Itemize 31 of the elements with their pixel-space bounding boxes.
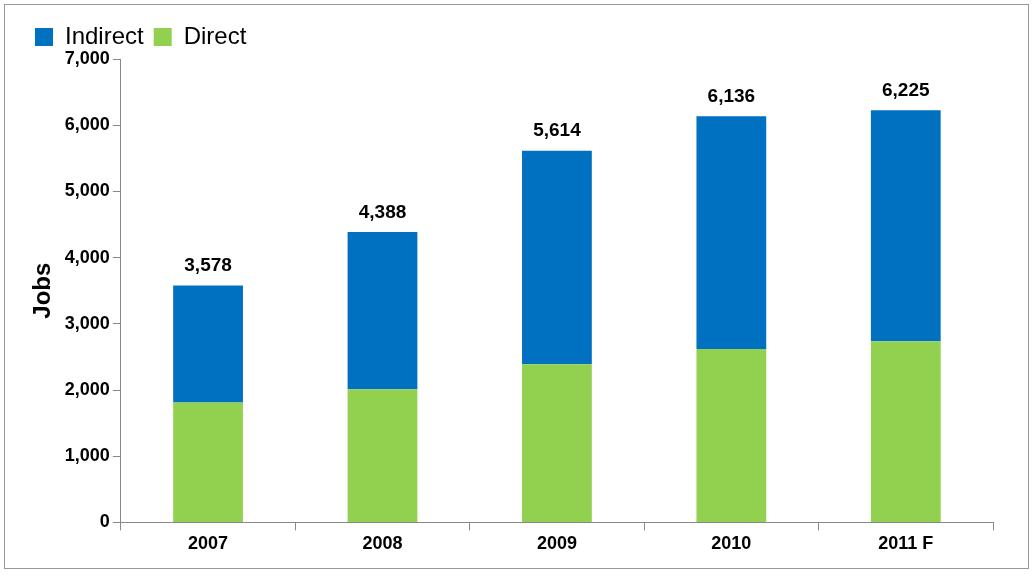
x-tick-label: 2007	[188, 533, 229, 554]
total-label: 3,578	[184, 254, 232, 276]
y-tick-label: 2,000	[64, 378, 110, 399]
x-tick-label: 2009	[536, 533, 577, 554]
bar	[870, 110, 941, 342]
y-tick-label: 6,000	[64, 114, 110, 135]
bar	[522, 150, 592, 365]
x-tick-label: 2008	[362, 533, 403, 554]
y-tick-label: 1,000	[64, 445, 110, 466]
y-axis-title: Jobs	[28, 262, 56, 319]
x-tick-label: 2010	[711, 533, 752, 554]
total-label: 6,136	[707, 84, 756, 106]
bar	[870, 341, 941, 522]
bar	[347, 389, 418, 522]
y-tick-label: 3,000	[64, 312, 110, 333]
legend-label: Indirect	[65, 21, 145, 49]
legend-label: Direct	[183, 21, 247, 49]
y-tick-label: 4,000	[64, 246, 110, 267]
bar	[347, 231, 418, 390]
total-label: 4,388	[358, 200, 407, 222]
bar	[173, 402, 243, 522]
bar	[522, 364, 592, 522]
bar	[173, 285, 243, 403]
bar	[696, 116, 767, 349]
total-label: 6,225	[882, 79, 930, 101]
x-tick-label: 2011 F	[878, 533, 934, 554]
y-tick-label: 5,000	[64, 180, 110, 201]
y-tick-label: 0	[99, 511, 110, 532]
total-label: 5,614	[533, 119, 582, 141]
bar	[696, 348, 767, 522]
y-tick-label: 7,000	[64, 47, 110, 68]
